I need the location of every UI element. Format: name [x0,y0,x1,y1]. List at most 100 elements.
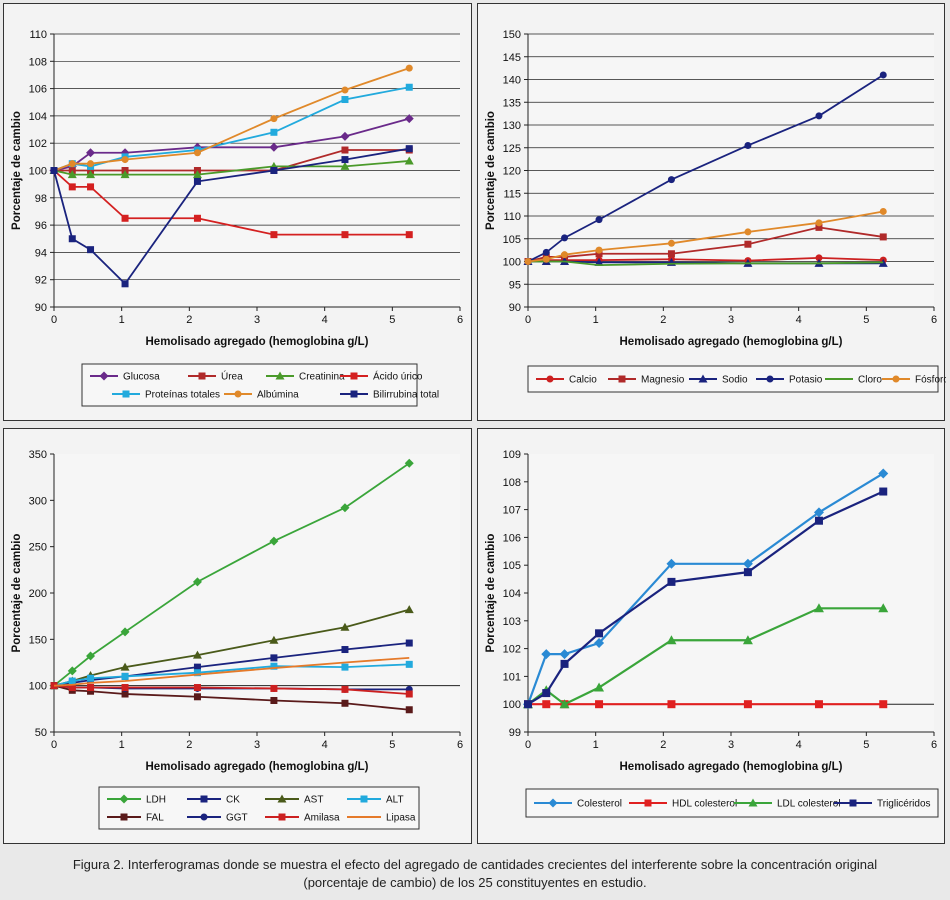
x-tick-label: 6 [457,314,463,326]
legend-item: AST [265,794,323,806]
data-point [595,216,603,224]
y-tick-label: 135 [503,97,521,109]
data-point [667,700,676,709]
data-point [667,250,675,258]
data-point [192,170,202,179]
legend-item: LDH [107,794,166,806]
legend-swatch-marker [849,799,857,807]
series-amilasa [50,682,413,698]
x-tick-label: 2 [186,314,192,326]
data-point [193,669,201,677]
data-point [68,235,76,243]
legend-item: Creatinina [266,371,345,383]
legend-label: Fósforo [915,375,946,386]
legend-item: Albúmina [224,390,299,401]
data-point [815,112,823,120]
data-point [405,64,413,72]
x-tick-label: 0 [525,739,531,751]
legend-label: Albúmina [257,390,299,401]
data-point [813,603,824,613]
legend-swatch-marker [892,375,900,383]
data-point [341,156,349,164]
x-tick-label: 5 [863,314,869,326]
data-point [743,568,752,577]
data-point [192,650,202,659]
x-tick-label: 2 [186,739,192,751]
legend-item: Ácido úrico [340,370,423,383]
caption-line-2: (porcentaje de cambio) de los 25 constit… [303,875,647,890]
x-tick-label: 6 [931,314,937,326]
x-tick-label: 3 [254,739,260,751]
y-tick-label: 95 [509,279,521,291]
data-point [270,654,278,662]
figure-caption: Figura 2. Interferogramas donde se muest… [0,856,950,892]
y-tick-label: 104 [29,111,47,123]
x-tick-label: 4 [322,739,328,751]
data-point [270,684,278,692]
series-fósforo [524,207,887,265]
series-line [53,462,410,687]
data-point [742,635,753,645]
y-tick-label: 100 [503,257,521,269]
plot-area [54,454,460,732]
x-tick-label: 1 [593,314,599,326]
data-point [341,86,349,94]
data-point [559,649,570,660]
y-tick-label: 90 [509,302,521,314]
data-point [667,239,675,247]
data-point [86,651,96,661]
data-point [594,682,605,692]
data-point [121,672,129,680]
y-tick-label: 130 [503,120,521,132]
legend-label: Colesterol [577,799,622,810]
legend-swatch-marker [277,794,287,803]
legend-swatch-marker [198,372,206,380]
data-point [340,622,350,631]
y-tick-label: 109 [503,449,521,461]
data-point [405,690,413,698]
x-axis-label: Hemolisado agregado (hemoglobina g/L) [620,336,843,348]
data-point [542,255,550,263]
x-tick-label: 5 [863,739,869,751]
data-point [341,663,349,671]
data-point [270,167,278,174]
y-tick-label: 120 [503,166,521,178]
series-triglicéridos [524,487,888,709]
data-point [67,666,77,676]
data-point [67,170,77,179]
data-point [666,558,677,569]
y-tick-label: 350 [29,449,47,461]
data-point [744,240,752,248]
data-point [87,246,95,254]
legend-item: Amilasa [265,813,340,824]
y-tick-label: 150 [29,634,47,646]
data-point [404,458,414,468]
legend-swatch-marker [99,371,109,381]
data-point [814,700,823,709]
data-point [120,662,130,671]
y-tick-label: 115 [503,188,521,200]
y-tick-label: 98 [35,193,47,205]
data-point [121,280,129,288]
legend-swatch-marker [350,372,358,380]
data-point [87,183,95,191]
data-point [270,115,278,123]
y-tick-label: 250 [29,542,47,554]
legend-swatch-marker [748,798,758,807]
data-point [341,96,349,104]
legend-label: Ácido úrico [373,370,423,383]
y-tick-label: 104 [503,588,521,600]
legend-swatch-marker [120,813,128,821]
x-tick-label: 6 [457,739,463,751]
legend-item: GGT [187,813,248,824]
data-point [121,690,129,698]
legend-label: Calcio [569,375,597,386]
x-tick-label: 3 [728,739,734,751]
data-point [193,693,201,701]
data-point [815,219,823,227]
legend-item: Colesterol [534,798,622,810]
y-axis-label: Porcentaje de cambio [11,111,23,230]
data-point [878,468,889,479]
data-point [542,248,550,256]
legend-item: Úrea [188,370,243,383]
